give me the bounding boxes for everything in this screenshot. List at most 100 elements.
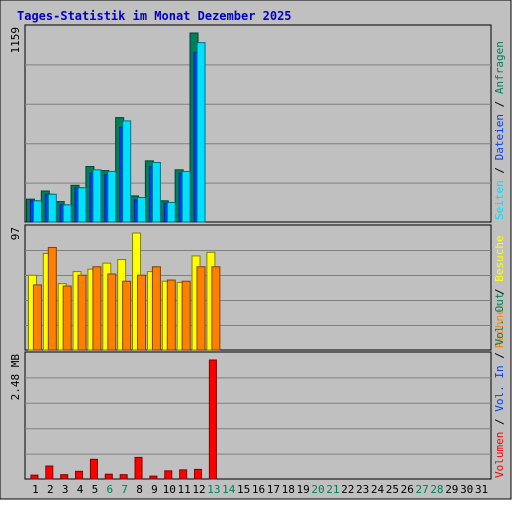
x-axis-day-labels: 1 2 3 4 5 6 7 8 9 10 11 12 13 14 15 16 17 18 19 20 21 22 23 24 2…	[32, 483, 488, 496]
x-tick-day-18: 18	[282, 483, 295, 496]
panel-frame	[24, 24, 492, 223]
bar-seiten-day-1	[32, 200, 42, 223]
legend-part: Besuche	[493, 235, 506, 281]
x-tick-day-6: 6	[106, 483, 113, 496]
x-tick-day-4: 4	[77, 483, 84, 496]
legend-part: Anfragen	[493, 41, 506, 94]
panel-visits: 97	[9, 224, 492, 351]
right-legends: Seiten / Dateien / Anfragen Rechner / Bes…	[493, 41, 506, 478]
panel-frame	[24, 351, 492, 480]
bar-seiten-day-10	[166, 201, 176, 223]
x-tick-day-31: 31	[475, 483, 488, 496]
x-tick-day-20: 20	[311, 483, 324, 496]
bar-volumen-day-7	[119, 474, 128, 480]
bar-seiten-day-3	[62, 204, 72, 223]
bar-volumen-day-6	[104, 473, 113, 480]
x-tick-day-15: 15	[237, 483, 250, 496]
bar-seiten-day-8	[137, 197, 147, 223]
bar-rechner-day-13	[211, 266, 221, 351]
x-tick-day-23: 23	[356, 483, 369, 496]
x-tick-day-22: 22	[341, 483, 354, 496]
bar-rechner-day-8	[137, 274, 147, 351]
x-tick-day-28: 28	[430, 483, 443, 496]
legend-part: Vol. Out	[493, 293, 506, 346]
y-max-label: 1159	[9, 27, 22, 54]
x-tick-day-27: 27	[415, 483, 428, 496]
x-tick-day-9: 9	[151, 483, 158, 496]
x-tick-day-14: 14	[222, 483, 236, 496]
panel-requests: 1159	[9, 24, 492, 223]
bar-volumen-day-13	[208, 359, 217, 480]
chart-panels: 1159 97 2.48 MB	[9, 24, 492, 480]
x-tick-day-19: 19	[296, 483, 309, 496]
legend-visits: Rechner / Besuche	[493, 235, 506, 348]
bar-rechner-day-4	[77, 274, 87, 351]
x-tick-day-29: 29	[445, 483, 458, 496]
bar-seiten-day-7	[122, 120, 132, 223]
bar-rechner-day-3	[62, 285, 72, 351]
legend-volume: Volumen / Vol. In / Vol. Out	[493, 293, 506, 478]
chart-title: Tages-Statistik im Monat Dezember 2025	[17, 9, 292, 23]
legend-part: /	[493, 346, 506, 366]
bar-rechner-day-7	[122, 280, 132, 351]
x-tick-day-10: 10	[163, 483, 176, 496]
bar-rechner-day-12	[196, 266, 206, 351]
bar-volumen-day-9	[149, 475, 158, 480]
bar-rechner-day-11	[181, 280, 191, 351]
bar-seiten-day-12	[196, 42, 206, 223]
bar-volumen-day-4	[75, 470, 84, 480]
legend-part: /	[493, 94, 506, 114]
bar-seiten-day-4	[77, 187, 87, 223]
bar-rechner-day-5	[92, 266, 102, 351]
x-tick-day-1: 1	[32, 483, 39, 496]
legend-part: Rechner	[493, 301, 506, 348]
legend-part: /	[493, 282, 506, 302]
x-tick-day-2: 2	[47, 483, 54, 496]
x-tick-day-30: 30	[460, 483, 473, 496]
y-max-label: 97	[9, 227, 22, 240]
x-tick-day-3: 3	[62, 483, 69, 496]
legend-requests: Seiten / Dateien / Anfragen	[493, 41, 506, 220]
bar-volumen-day-2	[45, 465, 54, 480]
panel-frame	[24, 224, 492, 351]
y-max-label: 2.48 MB	[9, 354, 22, 401]
x-tick-day-26: 26	[401, 483, 414, 496]
bar-volumen-day-3	[60, 474, 69, 480]
bar-volumen-day-5	[89, 458, 98, 480]
bar-volumen-day-10	[164, 470, 173, 480]
bar-seiten-day-6	[107, 170, 117, 223]
bar-rechner-day-2	[47, 246, 57, 351]
x-tick-day-8: 8	[136, 483, 143, 496]
bar-rechner-day-6	[107, 273, 117, 351]
bar-seiten-day-9	[151, 161, 161, 223]
legend-part: Seiten	[493, 180, 506, 220]
x-tick-day-24: 24	[371, 483, 385, 496]
x-tick-day-16: 16	[252, 483, 265, 496]
x-tick-day-21: 21	[326, 483, 339, 496]
bar-rechner-day-9	[151, 266, 161, 351]
x-tick-day-25: 25	[386, 483, 399, 496]
bar-seiten-day-11	[181, 170, 191, 223]
bar-seiten-day-5	[92, 169, 102, 223]
x-tick-day-7: 7	[121, 483, 128, 496]
x-tick-day-17: 17	[267, 483, 280, 496]
legend-part: Vol. In	[493, 365, 506, 411]
bar-rechner-day-10	[166, 279, 176, 351]
bar-volumen-day-12	[194, 468, 203, 480]
legend-part: Volumen	[493, 432, 506, 478]
bar-volumen-day-8	[134, 456, 143, 480]
legend-part: Dateien	[493, 114, 506, 160]
legend-part: /	[493, 160, 506, 180]
x-tick-day-12: 12	[192, 483, 205, 496]
panel-volume: 2.48 MB	[9, 351, 492, 480]
x-tick-day-13: 13	[207, 483, 220, 496]
x-tick-day-11: 11	[178, 483, 191, 496]
legend-part: /	[493, 412, 506, 432]
bar-volumen-day-1	[30, 474, 39, 480]
x-tick-day-5: 5	[92, 483, 99, 496]
bar-volumen-day-11	[179, 469, 188, 480]
bar-seiten-day-2	[47, 193, 57, 223]
